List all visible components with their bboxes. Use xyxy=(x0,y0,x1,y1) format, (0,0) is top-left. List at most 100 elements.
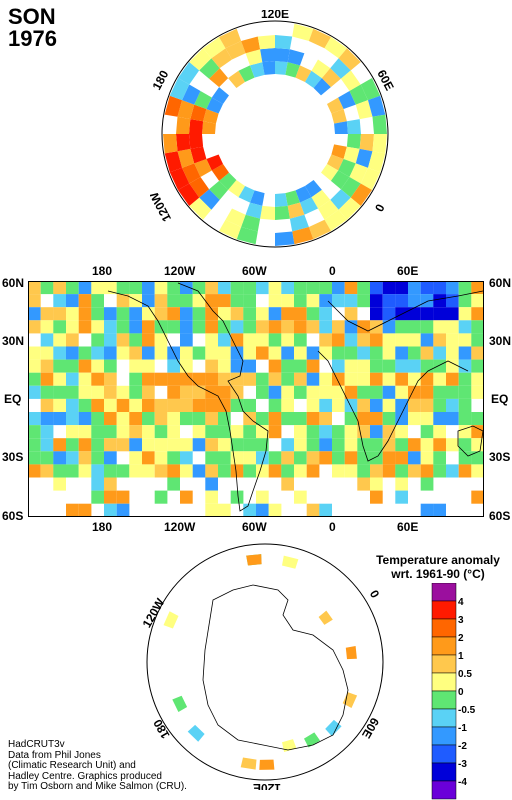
grid-cell xyxy=(205,438,218,452)
grid-cell xyxy=(230,294,244,308)
polar-cell xyxy=(203,109,219,124)
grid-cell xyxy=(471,359,484,373)
grid-cell xyxy=(395,425,408,439)
legend-swatch xyxy=(431,618,457,638)
np-label-180: 180 xyxy=(150,68,171,93)
grid-cell xyxy=(28,294,41,308)
grid-cell xyxy=(319,281,332,295)
grid-cell xyxy=(28,320,41,334)
np-label-60e: 60E xyxy=(374,67,396,92)
grid-cell xyxy=(218,372,231,386)
grid-cell xyxy=(218,503,231,517)
grid-cell xyxy=(294,281,307,295)
grid-cell xyxy=(446,398,459,412)
grid-cell xyxy=(294,359,307,373)
grid-cell xyxy=(294,490,307,504)
grid-cell xyxy=(243,464,256,478)
grid-cell xyxy=(53,346,66,360)
grid-cell xyxy=(395,464,408,478)
grid-cell xyxy=(78,425,92,439)
polar-cell xyxy=(340,70,361,91)
grid-cell xyxy=(268,281,282,295)
polar-cell xyxy=(330,170,350,190)
polar-cell xyxy=(292,23,314,41)
legend-swatch xyxy=(431,726,457,746)
grid-cell xyxy=(192,425,206,439)
grid-cell xyxy=(256,346,269,360)
grid-cell xyxy=(154,425,168,439)
grid-cell xyxy=(129,346,142,360)
grid-cell xyxy=(420,333,434,347)
grid-cell xyxy=(104,490,117,504)
grid-cell xyxy=(332,451,345,465)
grid-cell xyxy=(458,398,472,412)
polar-cell xyxy=(338,48,361,71)
polar-cell xyxy=(211,164,229,181)
grid-cell xyxy=(40,425,54,439)
grid-cell xyxy=(205,412,218,426)
grid-cell xyxy=(319,333,332,347)
legend-tick-label: -2 xyxy=(458,741,467,752)
continent-outlines xyxy=(107,282,484,512)
grid-cell xyxy=(218,346,231,360)
grid-cell xyxy=(129,281,142,295)
grid-cell xyxy=(230,320,244,334)
sp-label-60e: 60E xyxy=(359,715,382,740)
grid-cell xyxy=(116,294,130,308)
grid-cell xyxy=(408,398,421,412)
grid-cell xyxy=(281,320,294,334)
grid-cell xyxy=(408,307,421,321)
grid-cell xyxy=(167,451,180,465)
polar-cell xyxy=(275,35,293,50)
polar-cell xyxy=(324,209,347,231)
grid-cell xyxy=(256,281,269,295)
grid-cell xyxy=(129,385,142,399)
grid-cell xyxy=(53,320,66,334)
grid-cell xyxy=(142,385,155,399)
grid-cell xyxy=(420,398,434,412)
grid-cell xyxy=(332,294,345,308)
grid-cell xyxy=(180,412,193,426)
polar-cell xyxy=(368,151,386,173)
polar-cell xyxy=(330,189,351,210)
grid-cell xyxy=(433,346,446,360)
grid-cell xyxy=(471,451,484,465)
polar-cell xyxy=(287,202,305,219)
polar-cell xyxy=(311,189,331,209)
grid-cell xyxy=(370,294,383,308)
grid-cell xyxy=(53,333,66,347)
grid-cell xyxy=(28,359,41,373)
polar-cell xyxy=(260,48,275,63)
polar-cell xyxy=(287,49,305,66)
grid-cell xyxy=(218,281,231,295)
grid-cell xyxy=(243,412,256,426)
polar-cell xyxy=(355,148,373,168)
polar-cell xyxy=(228,180,245,198)
grid-cell xyxy=(66,385,79,399)
grid-cell xyxy=(28,346,41,360)
grid-cell xyxy=(370,372,383,386)
grid-cell xyxy=(53,451,66,465)
polar-cell xyxy=(202,121,216,134)
top-x-label-60e: 60E xyxy=(397,264,419,278)
grid-cell xyxy=(370,307,383,321)
grid-cell xyxy=(433,294,446,308)
grid-cell xyxy=(192,412,206,426)
polar-cell xyxy=(245,49,263,66)
grid-cell xyxy=(167,294,180,308)
grid-cell xyxy=(382,294,396,308)
grid-cell xyxy=(344,464,358,478)
grid-cell xyxy=(40,398,54,412)
grid-cell xyxy=(408,333,421,347)
grid-cell xyxy=(471,294,484,308)
grid-cell xyxy=(91,464,104,478)
grid-cell xyxy=(458,307,472,321)
grid-cell xyxy=(268,320,282,334)
grid-cell xyxy=(180,346,193,360)
grid-cell xyxy=(167,320,180,334)
grid-cell xyxy=(319,294,332,308)
grid-cell xyxy=(395,477,408,491)
grid-cell xyxy=(357,398,370,412)
left-y-label-eq: EQ xyxy=(4,392,22,406)
grid-cell xyxy=(167,359,180,373)
